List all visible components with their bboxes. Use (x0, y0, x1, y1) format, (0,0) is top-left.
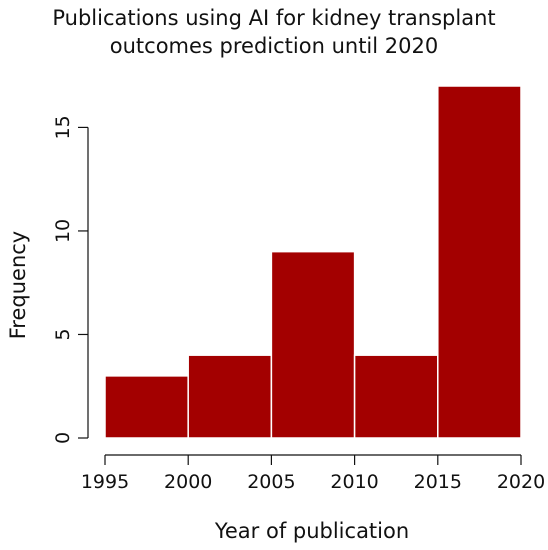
x-tick-label: 2010 (330, 471, 378, 493)
y-tick-label: 15 (52, 115, 74, 139)
x-tick-label: 2000 (164, 471, 212, 493)
y-tick-label: 0 (52, 432, 74, 444)
histogram-bar-2000-2005 (187, 354, 273, 439)
y-tick-label: 10 (52, 219, 74, 243)
x-tick-label: 1995 (81, 471, 129, 493)
x-tick-label: 2020 (497, 471, 545, 493)
histogram-bar-2010-2015 (353, 354, 439, 439)
histogram-bar-1995-2000 (104, 375, 189, 439)
histogram-bar-2015-2020 (437, 85, 522, 439)
chart-title-line-1: Publications using AI for kidney transpl… (52, 6, 496, 30)
chart-title-line-2: outcomes prediction until 2020 (109, 34, 439, 58)
bars-group (104, 85, 522, 439)
x-axis: 1995 2000 2005 2010 2015 2020 (81, 454, 545, 493)
x-tick-label: 2005 (247, 471, 295, 493)
y-axis-label: Frequency (6, 231, 30, 340)
y-tick-label: 5 (52, 328, 74, 340)
y-axis: 0 5 10 15 (52, 115, 89, 444)
histogram-bar-2005-2010 (270, 250, 356, 439)
x-tick-label: 2015 (414, 471, 462, 493)
x-axis-label: Year of publication (214, 519, 409, 543)
